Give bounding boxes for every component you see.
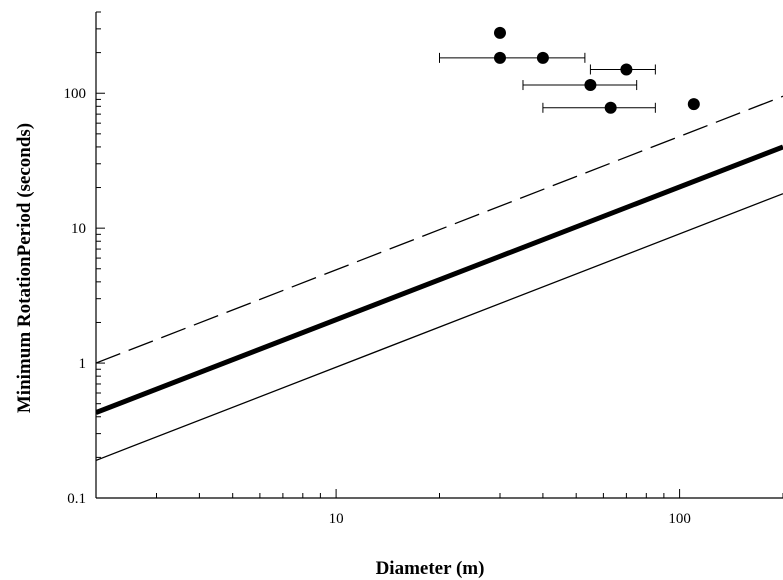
data-point bbox=[620, 63, 633, 76]
data-point bbox=[493, 26, 506, 39]
data-points bbox=[439, 26, 700, 114]
x-tick-label: 100 bbox=[668, 511, 691, 527]
y-axis-label: Minimum RotationPeriod (seconds) bbox=[14, 123, 35, 413]
y-tick-label: 1 bbox=[79, 356, 87, 372]
data-point bbox=[604, 101, 617, 114]
data-point bbox=[536, 51, 549, 64]
x-axis-ticks: 10 100 bbox=[95, 489, 783, 527]
data-point bbox=[584, 79, 597, 92]
y-tick-label: 10 bbox=[71, 221, 86, 237]
plot-frame bbox=[95, 12, 783, 499]
data-point bbox=[687, 98, 700, 111]
x-tick-label: 10 bbox=[329, 511, 344, 527]
model-lines bbox=[96, 95, 783, 461]
x-axis-label: Diameter (m) bbox=[376, 558, 485, 579]
y-axis-ticks: 0.1 1 10 100 bbox=[64, 11, 105, 507]
y-tick-label: 100 bbox=[64, 86, 87, 102]
dashed-upper-line bbox=[96, 95, 783, 364]
y-tick-label: 0.1 bbox=[67, 491, 86, 507]
thin-lower-line bbox=[96, 193, 783, 461]
plot-area bbox=[96, 26, 783, 461]
thick-middle-line bbox=[96, 144, 783, 415]
